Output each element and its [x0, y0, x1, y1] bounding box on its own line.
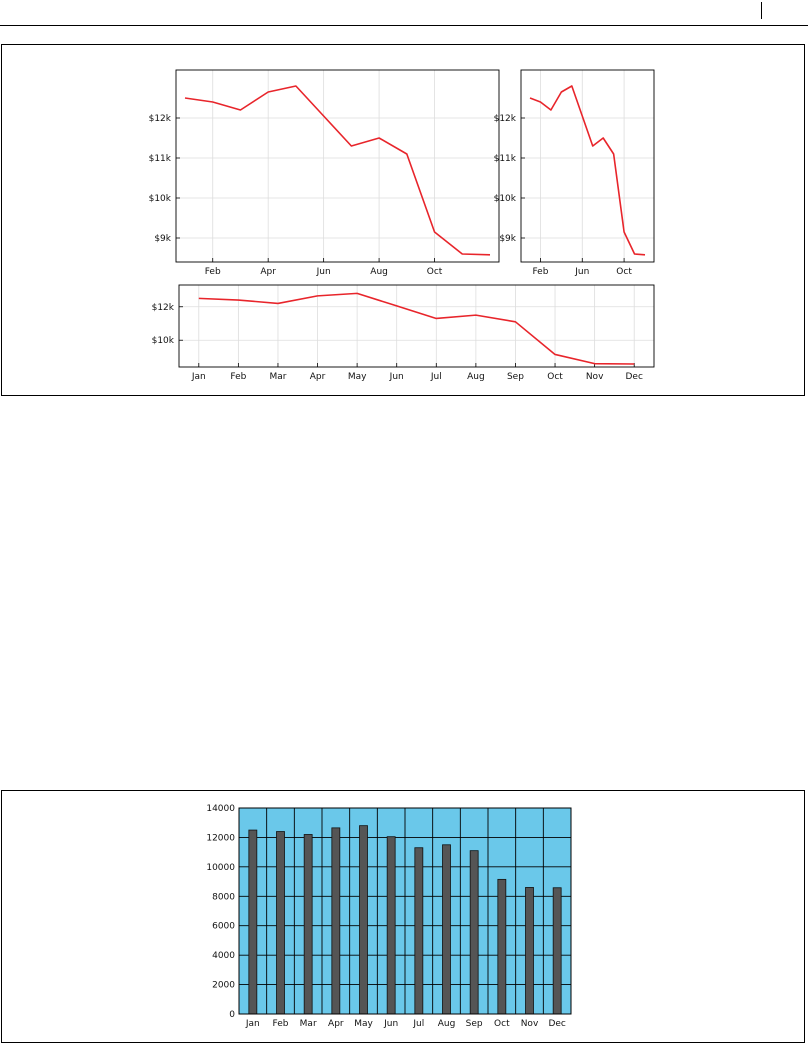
bottom-series-line	[198, 292, 635, 365]
bottom-xtick-label: Nov	[586, 372, 604, 382]
top-left-xtick-label: Aug	[370, 267, 388, 277]
bottom-xtick-label: Aug	[467, 372, 485, 382]
bar-ytick-label: 12000	[206, 833, 235, 843]
line-charts-figure: Feb Apr Jun Aug Oct $9k $10k $11k $12k Feb Jun Oct $…	[1, 44, 805, 396]
bar-xtick-label: Dec	[548, 1019, 565, 1029]
bottom-xtick-label: Sep	[507, 372, 524, 382]
bar-ytick-label: 14000	[206, 804, 235, 814]
bottom-xtick-label: Jan	[191, 372, 206, 382]
top-right-series-line	[529, 85, 646, 256]
bottom-plot-area	[179, 285, 654, 367]
top-right-ytick-label: $11k	[494, 154, 517, 164]
bar-aug	[442, 844, 451, 1015]
bar-xtick-label: Mar	[300, 1019, 317, 1029]
bar-ytick-label: 10000	[206, 863, 235, 873]
line-charts-svg: Feb Apr Jun Aug Oct $9k $10k $11k $12k Feb Jun Oct $…	[149, 69, 655, 382]
top-right-ytick-label: $10k	[494, 194, 517, 204]
top-left-series-line	[184, 85, 491, 256]
bar-xtick-label: Feb	[273, 1019, 289, 1029]
bar-dec	[552, 887, 562, 1015]
bar-ytick-label: 0	[229, 1010, 235, 1020]
top-right-xtick-label: Oct	[616, 267, 632, 277]
top-right-ytick-label: $9k	[499, 234, 516, 244]
top-left-xtick-label: Feb	[205, 267, 221, 277]
bar-xtick-label: May	[354, 1019, 373, 1029]
bar-sep	[469, 850, 479, 1015]
bar-xtick-label: Apr	[328, 1019, 344, 1029]
bar-jan	[248, 829, 258, 1015]
page-marker	[761, 2, 762, 19]
bar-xtick-label: Aug	[438, 1019, 456, 1029]
top-left-plot-area	[176, 70, 499, 262]
top-right-xtick-label: Jun	[574, 267, 589, 277]
bar-mar	[303, 834, 313, 1015]
top-right-axes-frame	[520, 69, 655, 263]
bottom-ytick-label: $12k	[152, 303, 175, 313]
bottom-xtick-label: Apr	[310, 372, 326, 382]
bar-chart-svg: 0 2000 4000 6000 8000 10000 12000 14000 Jan Feb Ma…	[206, 804, 572, 1029]
bottom-axes-frame	[178, 284, 655, 368]
bar-feb	[276, 831, 285, 1015]
top-right-xtick-label: Feb	[532, 267, 548, 277]
bar-oct	[497, 878, 507, 1015]
top-right-ytick-label: $12k	[494, 114, 517, 124]
page-header-rule	[0, 25, 808, 26]
bar-xtick-label: Nov	[521, 1019, 539, 1029]
top-left-ytick-label: $12k	[149, 114, 172, 124]
bottom-xtick-label: Jul	[430, 372, 442, 382]
top-left-xtick-label: Apr	[260, 267, 276, 277]
bar-may	[359, 825, 368, 1015]
top-left-xtick-label: Oct	[427, 267, 443, 277]
bar-nov	[525, 887, 534, 1015]
top-left-xtick-label: Jun	[316, 267, 331, 277]
top-left-ytick-label: $9k	[154, 234, 171, 244]
bottom-xtick-label: Mar	[269, 372, 286, 382]
top-left-ytick-label: $11k	[149, 154, 172, 164]
bottom-xtick-label: Dec	[625, 372, 642, 382]
bar-ytick-label: 6000	[212, 922, 235, 932]
bottom-xtick-label: Oct	[547, 372, 563, 382]
top-left-axes-frame	[175, 69, 500, 263]
bar-xtick-label: Sep	[466, 1019, 483, 1029]
bottom-ytick-label: $10k	[152, 336, 175, 346]
bar-jul	[414, 847, 424, 1015]
bar-axes-frame	[238, 807, 572, 1015]
bar-xtick-label: Jun	[383, 1019, 398, 1029]
bottom-xtick-label: May	[348, 372, 367, 382]
bar-chart-figure: 0 2000 4000 6000 8000 10000 12000 14000 Jan Feb Ma…	[1, 790, 805, 1043]
bottom-xtick-label: Feb	[230, 372, 246, 382]
bar-ytick-label: 8000	[212, 892, 235, 902]
top-right-plot-area	[521, 70, 654, 262]
bar-apr	[331, 827, 341, 1015]
top-left-ytick-label: $10k	[149, 194, 172, 204]
bar-xtick-label: Jan	[245, 1019, 260, 1029]
bar-jun	[386, 836, 396, 1015]
bottom-xtick-label: Jun	[389, 372, 404, 382]
bar-ytick-label: 2000	[212, 981, 235, 991]
bar-xtick-label: Jul	[412, 1019, 424, 1029]
bar-ytick-label: 4000	[212, 951, 235, 961]
bar-xtick-label: Oct	[494, 1019, 510, 1029]
